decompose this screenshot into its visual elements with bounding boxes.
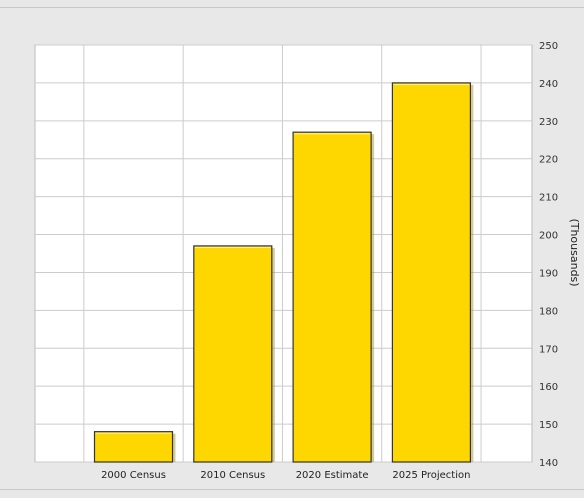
y-tick-label: 150 [539, 420, 558, 431]
x-tick-label: 2010 Census [200, 470, 265, 481]
y-tick-label: 210 [539, 193, 558, 204]
y-tick-label: 160 [539, 382, 558, 393]
y-tick-label: 220 [539, 155, 558, 166]
y-tick-label: 230 [539, 117, 558, 128]
y-tick-label: 180 [539, 306, 558, 317]
bar [391, 82, 471, 463]
bar [193, 245, 273, 463]
x-tick-label: 2025 Projection [392, 470, 470, 481]
y-tick-label: 250 [539, 41, 558, 52]
y-axis-title: (Thousands) [568, 218, 581, 286]
x-tick-label: 2020 Estimate [296, 470, 369, 481]
y-tick-label: 240 [539, 79, 558, 90]
bar [292, 131, 372, 463]
top-divider [0, 7, 584, 8]
y-tick-label: 140 [539, 458, 558, 469]
y-tick-label: 170 [539, 344, 558, 355]
bottom-divider [0, 489, 584, 490]
y-tick-label: 190 [539, 268, 558, 279]
bar [93, 431, 174, 463]
x-tick-label: 2000 Census [101, 470, 166, 481]
y-tick-label: 200 [539, 231, 558, 242]
